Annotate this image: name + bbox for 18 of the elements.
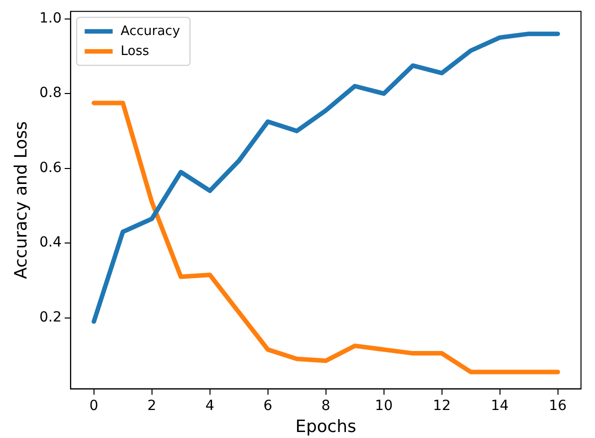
x-tick-label: 16 [548,398,567,414]
x-tick-label: 14 [490,398,509,414]
x-tick-label: 4 [205,398,214,414]
y-tick-label: 0.6 [39,160,62,176]
y-tick-label: 1.0 [39,10,62,27]
x-axis-title: Epochs [295,417,356,438]
y-tick-label: 0.8 [39,85,62,102]
legend-label: Accuracy [120,24,180,39]
y-axis-title: Accuracy and Loss [12,121,32,279]
x-tick-label: 6 [263,398,272,414]
x-tick-label: 10 [374,398,393,414]
legend-label: Loss [120,44,150,59]
x-tick-label: 12 [432,398,451,414]
y-tick-label: 0.2 [39,309,62,326]
y-tick-label: 0.4 [39,234,62,251]
x-tick-label: 2 [147,398,156,414]
x-tick-label: 8 [321,398,330,414]
x-tick-label: 0 [89,398,98,414]
